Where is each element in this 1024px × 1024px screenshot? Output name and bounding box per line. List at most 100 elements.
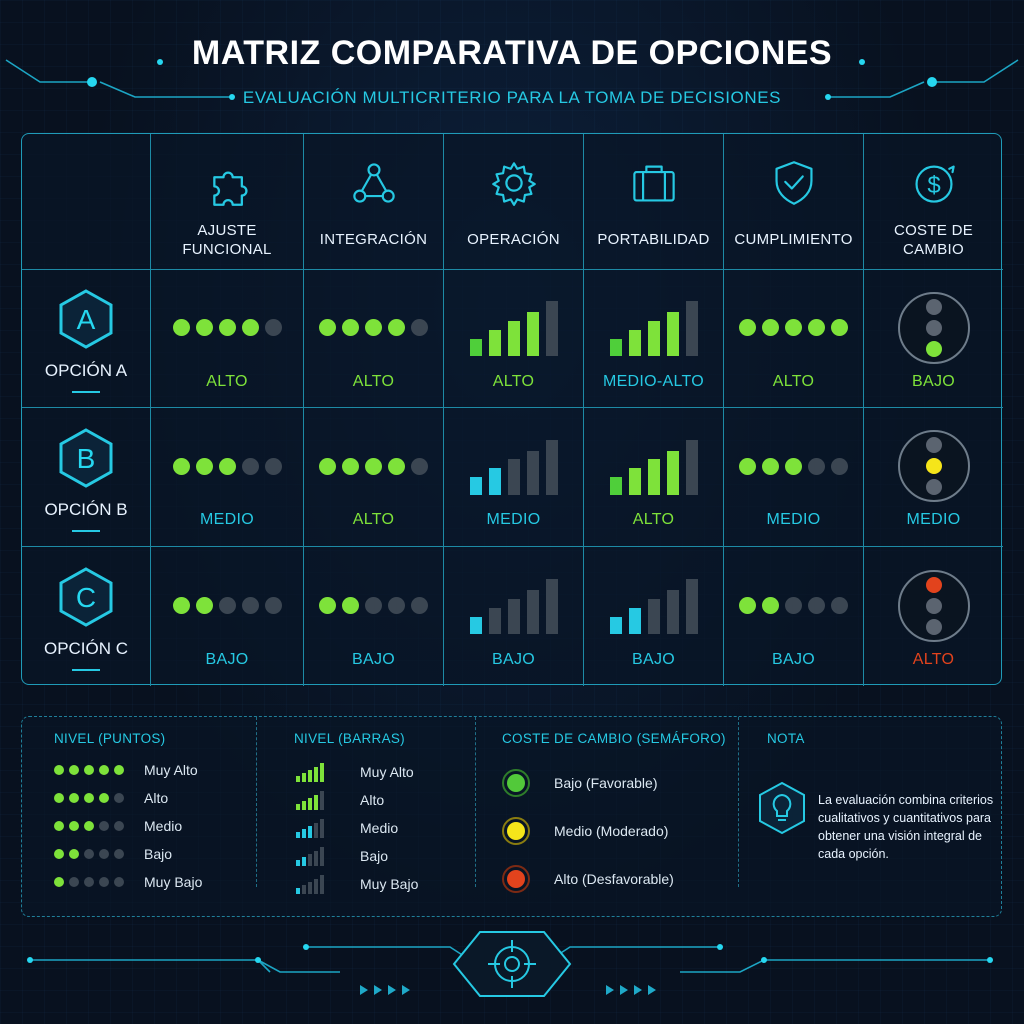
score-visual xyxy=(319,571,428,641)
rating-dot xyxy=(264,597,282,614)
legend-bar xyxy=(320,819,324,838)
rating-bar xyxy=(488,607,501,635)
legend-traffic-label: Bajo (Favorable) xyxy=(554,775,658,791)
rating-bar xyxy=(628,607,641,635)
score-label: ALTO xyxy=(206,372,248,390)
rating-dot xyxy=(218,319,236,336)
legend-dots xyxy=(54,765,144,775)
legend-dot xyxy=(114,821,124,831)
rating-bar xyxy=(545,579,558,635)
svg-text:C: C xyxy=(76,582,96,613)
legend-bar-label: Bajo xyxy=(360,848,389,864)
legend-dot xyxy=(69,877,79,887)
criterion-header: $ COSTE DE CAMBIO xyxy=(864,134,1003,270)
legend-bar xyxy=(314,795,318,810)
page-title: MATRIZ COMPARATIVA DE OPCIONES xyxy=(191,34,833,72)
criterion-header: PORTABILIDAD xyxy=(584,134,724,270)
score-cell: ALTO xyxy=(151,270,304,408)
rating-dot xyxy=(365,597,382,614)
rating-dot xyxy=(342,319,359,336)
dot-rating xyxy=(739,319,848,336)
score-label: ALTO xyxy=(492,372,535,390)
legend-traffic-row: Bajo (Favorable) xyxy=(502,769,658,797)
rating-bar xyxy=(526,590,539,635)
rating-bar xyxy=(647,459,660,495)
score-cell: MEDIO xyxy=(724,408,864,547)
legend-dot xyxy=(69,765,79,775)
legend-bar xyxy=(314,823,318,838)
legend-bar xyxy=(296,832,300,838)
criterion-label: INTEGRACIÓN xyxy=(319,231,428,248)
score-visual xyxy=(739,571,848,641)
score-visual xyxy=(319,431,428,501)
rating-dot xyxy=(762,319,779,336)
option-hexagon: B xyxy=(58,427,114,494)
rating-bar xyxy=(666,312,679,357)
legend-dot-row: Muy Alto xyxy=(54,762,198,778)
score-cell: MEDIO-ALTO xyxy=(584,270,724,408)
criterion-header: CUMPLIMIENTO xyxy=(724,134,864,270)
rating-bar xyxy=(666,450,679,495)
rating-dot xyxy=(808,319,825,336)
score-visual xyxy=(897,569,970,642)
rating-dot xyxy=(195,319,213,336)
rating-bar xyxy=(545,301,558,357)
rating-dot xyxy=(388,457,405,475)
rating-dot xyxy=(264,319,282,336)
option-underline xyxy=(72,669,100,671)
legend-bars xyxy=(296,790,360,810)
bar-rating xyxy=(469,299,558,357)
rating-bar xyxy=(469,477,482,495)
rating-bar xyxy=(507,459,520,495)
traffic-light-green xyxy=(925,340,942,357)
traffic-light-yellow xyxy=(925,458,942,474)
legend-dots xyxy=(54,793,144,803)
rating-dot xyxy=(411,319,428,336)
score-label: ALTO xyxy=(352,372,395,390)
score-label: MEDIO-ALTO xyxy=(602,372,705,390)
legend-traffic-label: Alto (Desfavorable) xyxy=(554,871,674,887)
legend-section-title: NIVEL (BARRAS) xyxy=(294,731,405,746)
legend-bars xyxy=(296,762,360,782)
note-text: La evaluación combina criterios cualitat… xyxy=(818,793,994,861)
legend-dots xyxy=(54,821,144,831)
rating-bar xyxy=(685,301,698,357)
legend-traffic-light xyxy=(502,865,530,893)
score-visual xyxy=(897,430,970,502)
criterion-label: PORTABILIDAD xyxy=(597,231,710,248)
legend-dot xyxy=(99,877,109,887)
score-cell: BAJO xyxy=(304,547,444,686)
score-cell: BAJO xyxy=(444,547,584,686)
rating-bar xyxy=(526,450,539,495)
dot-rating xyxy=(172,319,282,336)
score-visual xyxy=(469,431,558,501)
rating-dot xyxy=(319,457,336,475)
rating-bar xyxy=(469,338,482,357)
rating-dot xyxy=(172,319,190,336)
rating-dot xyxy=(785,597,802,614)
option-label-cell: B OPCIÓN B xyxy=(22,408,151,547)
legend-bar xyxy=(320,791,324,810)
rating-dot xyxy=(739,457,756,475)
rating-dot xyxy=(172,457,190,475)
score-visual xyxy=(609,431,698,501)
legend-bar-row: Alto xyxy=(296,790,384,810)
legend-dot xyxy=(99,849,109,859)
score-cell: ALTO xyxy=(444,270,584,408)
score-label: BAJO xyxy=(912,372,955,390)
rating-bar xyxy=(507,598,520,635)
rating-dot xyxy=(831,457,848,475)
rating-bar xyxy=(647,598,660,635)
legend-traffic-dot xyxy=(507,774,525,792)
dot-rating xyxy=(739,457,848,475)
legend-dot-row: Muy Bajo xyxy=(54,874,202,890)
gear-icon xyxy=(490,154,538,212)
legend-bar xyxy=(296,888,300,894)
legend-bar xyxy=(314,851,318,866)
rating-dot xyxy=(195,597,213,614)
legend-bars xyxy=(296,874,360,894)
score-label: MEDIO xyxy=(906,511,961,528)
score-visual xyxy=(172,431,282,501)
traffic-light-yellow xyxy=(925,319,942,336)
criterion-header: INTEGRACIÓN xyxy=(304,134,444,270)
